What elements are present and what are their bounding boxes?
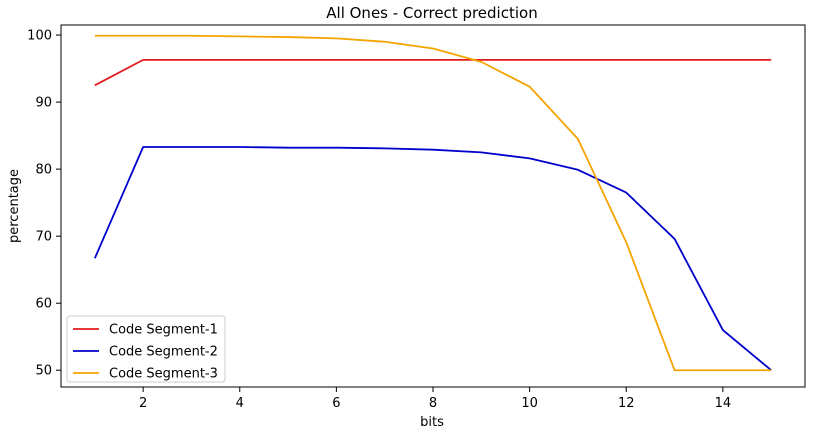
y-tick-label: 80 [35, 163, 52, 178]
y-tick-label: 100 [27, 29, 52, 44]
y-tick-label: 90 [35, 96, 52, 111]
chart-title: All Ones - Correct prediction [326, 4, 537, 22]
series-line-1 [94, 58, 772, 87]
x-axis-label: bits [420, 415, 444, 430]
legend: Code Segment-1 Code Segment-2 Code Segment… [66, 315, 226, 383]
series-group [93, 34, 772, 372]
x-tick-label: 10 [521, 396, 538, 411]
x-tick-label: 12 [618, 396, 635, 411]
series-line-2 [93, 146, 772, 371]
x-tick-label: 6 [332, 396, 340, 411]
x-tick-label: 8 [429, 396, 437, 411]
legend-label: Code Segment-3 [109, 367, 218, 382]
x-tick-label: 2 [139, 396, 147, 411]
y-tick-label: 50 [35, 364, 52, 379]
x-axis: 2 4 6 8 10 12 14 [139, 387, 731, 411]
legend-box [66, 315, 226, 383]
y-tick-label: 70 [35, 230, 52, 245]
legend-label: Code Segment-2 [109, 345, 218, 360]
x-tick-label: 4 [236, 396, 244, 411]
series-line-3 [94, 34, 772, 372]
legend-label: Code Segment-1 [109, 323, 218, 338]
y-axis: 50 60 70 80 90 100 [27, 29, 61, 379]
y-axis-label: percentage [7, 169, 22, 243]
y-tick-label: 60 [35, 297, 52, 312]
x-tick-label: 14 [715, 396, 732, 411]
